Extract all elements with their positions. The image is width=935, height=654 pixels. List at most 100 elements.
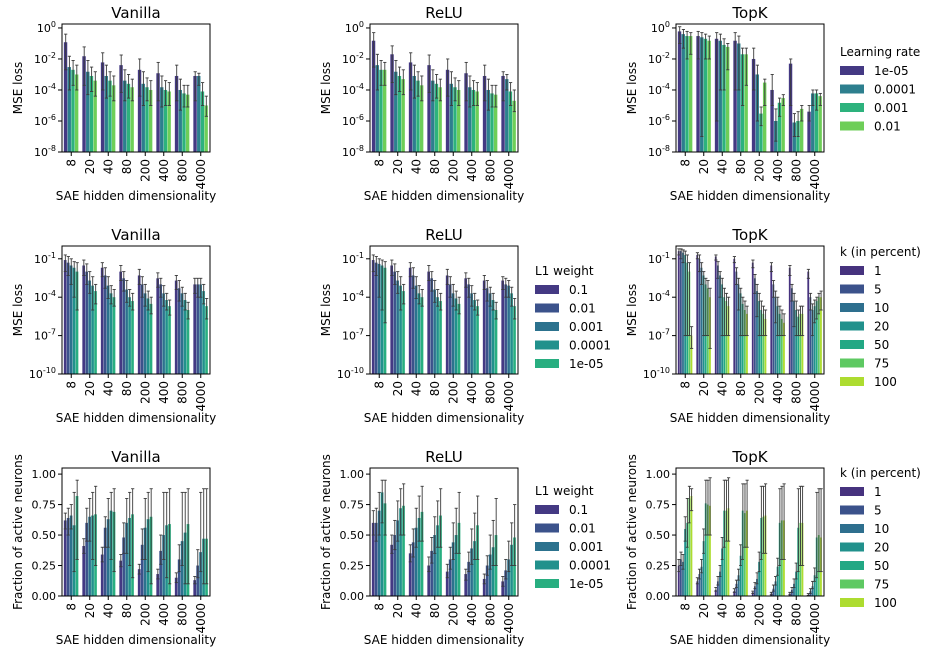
bar	[772, 284, 775, 374]
legend-label: 1e-05	[874, 64, 909, 78]
bar	[707, 40, 711, 152]
y-tick-label: 10-1	[342, 251, 364, 266]
bar	[126, 83, 131, 152]
legend-label: 1e-05	[569, 357, 604, 371]
bar	[168, 306, 171, 374]
bar	[162, 293, 165, 374]
bar	[722, 44, 726, 153]
bar	[751, 262, 754, 374]
bar	[723, 510, 726, 596]
x-tick-label: 4000	[808, 603, 822, 634]
legend-swatch	[840, 66, 864, 75]
bar	[488, 293, 492, 374]
x-tick-label: 8	[372, 381, 386, 389]
bar	[182, 93, 186, 152]
x-tick-label: 8	[678, 381, 692, 389]
legend-label: 20	[874, 541, 889, 555]
legend-4: k (in percent) 1 5 10 20 50 75 100	[840, 245, 921, 389]
bar	[156, 73, 160, 152]
bar	[811, 586, 814, 596]
bar	[764, 318, 767, 374]
bar	[762, 82, 767, 152]
legend-label: 0.001	[569, 540, 603, 554]
bar	[490, 93, 494, 152]
bar	[485, 565, 489, 596]
bar	[85, 522, 88, 596]
bar	[721, 548, 724, 596]
legend-title: k (in percent)	[840, 466, 921, 480]
x-axis-label: SAE hidden dimensionality	[670, 411, 830, 425]
bar	[788, 63, 793, 152]
bar	[811, 93, 815, 152]
legend-swatch	[840, 377, 864, 386]
bar	[159, 284, 162, 374]
bar	[790, 288, 793, 374]
bar	[494, 310, 498, 374]
bar	[714, 589, 717, 596]
bar	[677, 251, 680, 374]
bar	[122, 278, 125, 374]
bar	[414, 527, 418, 596]
bar	[751, 58, 756, 152]
bar	[507, 285, 510, 374]
bar	[104, 75, 108, 152]
legend-label: 5	[874, 283, 882, 297]
bar	[411, 275, 415, 374]
bar	[82, 546, 86, 596]
bar	[137, 69, 142, 152]
x-tick-label: 40	[715, 381, 729, 396]
bar	[438, 87, 442, 152]
bar	[679, 559, 682, 596]
bar	[491, 547, 495, 596]
legend-label: 0.01	[569, 522, 596, 536]
legend-swatch	[840, 266, 864, 275]
bar	[408, 267, 412, 374]
bar	[162, 535, 165, 596]
bar	[686, 522, 689, 596]
x-tick-label: 80	[120, 159, 134, 174]
y-tick-label: 10-6	[648, 113, 670, 128]
bar	[677, 31, 682, 152]
bar	[793, 583, 795, 596]
legend-2: L1 weight 0.1 0.01 0.001 0.0001 1e-05	[535, 264, 611, 371]
y-tick-label: 1.00	[340, 468, 365, 481]
bar	[401, 79, 405, 152]
x-tick-label: 800	[789, 381, 803, 404]
bar	[690, 335, 693, 374]
bar	[371, 522, 375, 596]
x-tick-label: 80	[428, 381, 442, 396]
bar	[146, 298, 150, 374]
legend-swatch	[840, 487, 864, 496]
bar	[696, 254, 699, 374]
bar	[719, 275, 721, 374]
bar	[783, 322, 785, 374]
legend-swatch	[840, 561, 864, 570]
chart-title: ReLU	[425, 448, 463, 466]
bar	[486, 89, 490, 152]
x-tick-label: 40	[409, 603, 423, 618]
legend-swatch	[535, 340, 559, 350]
bar	[430, 550, 433, 596]
bar	[485, 288, 489, 374]
bar	[493, 94, 498, 152]
bar	[470, 548, 473, 596]
bar	[417, 517, 421, 596]
x-tick-label: 4000	[502, 603, 516, 634]
legend-label: 0.1	[569, 503, 588, 517]
chart-title: Vanilla	[111, 448, 161, 466]
bar	[476, 306, 479, 374]
bar	[199, 284, 202, 374]
bar	[781, 98, 785, 152]
y-tick-label: 10-7	[342, 328, 364, 343]
x-axis-label: SAE hidden dimensionality	[364, 411, 524, 425]
x-tick-label: 80	[734, 159, 748, 174]
legend-swatch	[840, 321, 864, 331]
bar	[473, 541, 476, 596]
bar	[145, 87, 149, 152]
y-tick-label: 10-6	[342, 113, 364, 128]
y-tick-label: 0.50	[32, 529, 57, 542]
x-tick-label: 4000	[502, 159, 516, 190]
legend-label: 10	[874, 522, 889, 536]
bar	[690, 496, 693, 596]
bar	[807, 271, 810, 374]
